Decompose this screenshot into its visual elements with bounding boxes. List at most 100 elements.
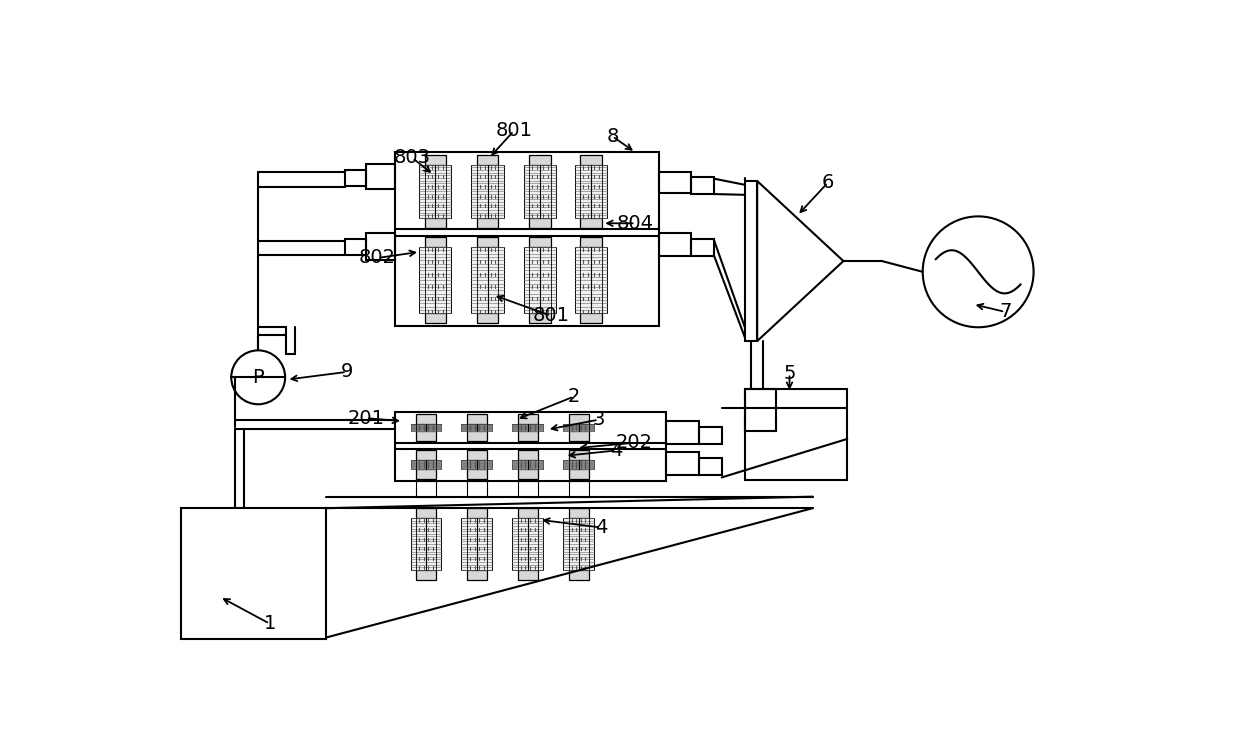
Bar bbox=[568, 508, 589, 518]
Bar bbox=[745, 181, 758, 341]
Bar bbox=[523, 247, 557, 314]
Bar bbox=[417, 414, 436, 424]
Bar bbox=[396, 412, 666, 481]
Bar bbox=[512, 518, 543, 570]
Bar bbox=[512, 424, 543, 431]
Bar bbox=[477, 218, 498, 228]
Bar bbox=[568, 450, 589, 461]
Bar bbox=[574, 165, 608, 218]
Bar bbox=[568, 570, 589, 580]
Bar bbox=[417, 469, 436, 479]
Bar bbox=[568, 414, 589, 424]
Bar bbox=[568, 431, 589, 441]
Text: 1: 1 bbox=[264, 614, 277, 633]
Bar bbox=[512, 461, 543, 469]
Bar bbox=[523, 165, 557, 218]
Text: 801: 801 bbox=[495, 122, 532, 140]
Bar bbox=[467, 431, 487, 441]
Bar bbox=[417, 431, 436, 441]
Bar bbox=[467, 481, 487, 497]
Bar bbox=[563, 461, 594, 469]
Bar bbox=[410, 461, 441, 469]
Bar bbox=[568, 469, 589, 479]
Text: 5: 5 bbox=[784, 364, 796, 383]
Bar bbox=[424, 314, 446, 323]
Bar bbox=[417, 508, 436, 518]
Text: 9: 9 bbox=[341, 362, 353, 382]
Text: 8: 8 bbox=[606, 127, 619, 146]
Bar bbox=[345, 239, 366, 255]
Bar bbox=[517, 481, 538, 497]
Bar bbox=[461, 518, 492, 570]
Text: 4: 4 bbox=[595, 518, 608, 537]
Text: 7: 7 bbox=[999, 303, 1012, 321]
Bar bbox=[477, 155, 498, 165]
Bar bbox=[410, 518, 441, 570]
Bar bbox=[517, 414, 538, 424]
Bar bbox=[666, 421, 698, 444]
Bar bbox=[517, 570, 538, 580]
Bar bbox=[698, 458, 722, 475]
Bar bbox=[529, 314, 551, 323]
Bar bbox=[517, 450, 538, 461]
Bar bbox=[517, 431, 538, 441]
Bar bbox=[467, 508, 487, 518]
Bar bbox=[580, 237, 601, 247]
Bar bbox=[424, 237, 446, 247]
Text: 202: 202 bbox=[615, 433, 652, 452]
Bar bbox=[477, 314, 498, 323]
Bar bbox=[471, 165, 503, 218]
Bar bbox=[467, 469, 487, 479]
Text: 804: 804 bbox=[618, 214, 653, 232]
Text: 6: 6 bbox=[822, 173, 835, 192]
Text: 4: 4 bbox=[610, 441, 622, 460]
Text: P: P bbox=[253, 368, 264, 387]
Bar bbox=[366, 233, 396, 261]
Bar bbox=[691, 238, 714, 255]
Bar bbox=[563, 424, 594, 431]
Bar bbox=[580, 155, 601, 165]
Bar bbox=[529, 218, 551, 228]
Bar bbox=[529, 237, 551, 247]
Bar bbox=[417, 570, 436, 580]
Bar bbox=[477, 237, 498, 247]
Text: 201: 201 bbox=[347, 409, 384, 427]
Bar bbox=[424, 218, 446, 228]
Bar bbox=[698, 427, 722, 444]
Bar bbox=[467, 450, 487, 461]
Bar bbox=[419, 165, 451, 218]
Bar bbox=[419, 247, 451, 314]
Bar bbox=[745, 389, 776, 431]
Bar bbox=[580, 314, 601, 323]
Text: 803: 803 bbox=[393, 148, 430, 168]
Bar bbox=[471, 247, 503, 314]
Bar bbox=[529, 155, 551, 165]
Text: 3: 3 bbox=[593, 410, 605, 430]
Bar bbox=[417, 481, 436, 497]
Text: 802: 802 bbox=[360, 249, 396, 267]
Bar bbox=[345, 170, 366, 185]
Bar bbox=[658, 172, 691, 193]
Bar bbox=[568, 481, 589, 497]
Text: 801: 801 bbox=[532, 306, 569, 325]
Bar bbox=[517, 469, 538, 479]
Bar bbox=[410, 424, 441, 431]
Bar bbox=[461, 461, 492, 469]
Bar bbox=[461, 424, 492, 431]
Bar bbox=[517, 508, 538, 518]
Bar bbox=[666, 452, 698, 475]
Bar bbox=[181, 508, 326, 639]
Bar bbox=[424, 155, 446, 165]
Bar bbox=[366, 164, 396, 189]
Bar bbox=[580, 218, 601, 228]
Bar bbox=[467, 414, 487, 424]
Bar bbox=[467, 570, 487, 580]
Bar bbox=[658, 233, 691, 256]
Bar bbox=[745, 389, 847, 480]
Text: 2: 2 bbox=[568, 387, 580, 406]
Bar bbox=[691, 177, 714, 194]
Bar bbox=[574, 247, 608, 314]
Bar bbox=[396, 153, 658, 325]
Bar bbox=[417, 450, 436, 461]
Bar bbox=[563, 518, 594, 570]
